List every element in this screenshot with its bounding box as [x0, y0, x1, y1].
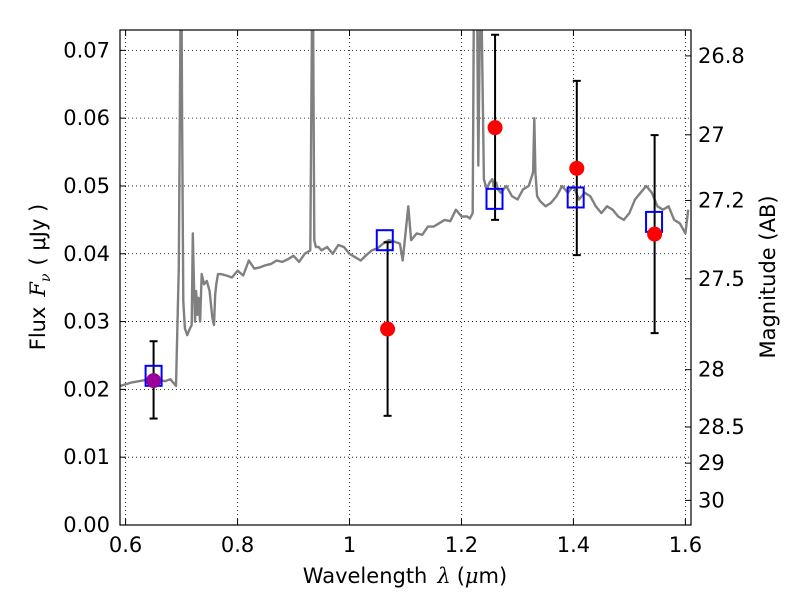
y-tick-label: 0.02	[63, 377, 110, 401]
plot-area	[120, 30, 690, 388]
y2-tick-label: 28.5	[698, 415, 745, 439]
y-axis-label: FluxFν( μJy )	[26, 204, 54, 350]
plot-frame	[119, 29, 692, 526]
y2-axis-label: Magnitude (AB)	[756, 195, 780, 358]
y2-tick-label: 27.2	[698, 188, 745, 212]
y2-tick-label: 30	[698, 488, 725, 512]
grid	[120, 30, 691, 526]
observed-point	[380, 321, 396, 337]
axis-ticks: 0.6 0.8 1 1.2 1.4 1.6 0.00 0.01 0.02 0.03 0.04 0.05…	[63, 30, 745, 557]
y-tick-label: 0.06	[63, 106, 110, 130]
model-square-marker	[375, 229, 394, 252]
y-tick-label: 0.03	[63, 310, 110, 334]
y-tick-label: 0.01	[63, 445, 110, 469]
y2-tick-label: 28	[698, 358, 725, 382]
plot-background	[120, 30, 691, 525]
observed-point	[146, 373, 162, 389]
model-square-marker	[485, 187, 504, 210]
observed-point	[487, 120, 503, 136]
x-tick-label: 1.6	[669, 533, 702, 557]
x-tick-label: 1.4	[557, 533, 590, 557]
y2-tick-label: 27	[698, 123, 725, 147]
errorbars	[144, 33, 664, 420]
y-tick-label: 0.07	[63, 38, 110, 62]
y2-tick-label: 26.8	[698, 44, 745, 68]
model-square-marker	[566, 186, 585, 209]
y-tick-label: 0.04	[63, 242, 110, 266]
y2-tick-label: 27.5	[698, 267, 745, 291]
y2-tick-label: 29	[698, 451, 725, 475]
observed-point	[647, 226, 663, 242]
observed-point	[569, 160, 585, 176]
x-axis-label: Wavelength λ (μm)	[303, 564, 507, 588]
x-tick-label: 0.6	[109, 533, 142, 557]
x-tick-label: 0.8	[221, 533, 254, 557]
x-tick-label: 1.2	[445, 533, 478, 557]
y-tick-label: 0.00	[63, 513, 110, 537]
template-spectrum-line	[120, 30, 690, 388]
x-tick-label: 1	[343, 533, 356, 557]
y-tick-label: 0.05	[63, 174, 110, 198]
